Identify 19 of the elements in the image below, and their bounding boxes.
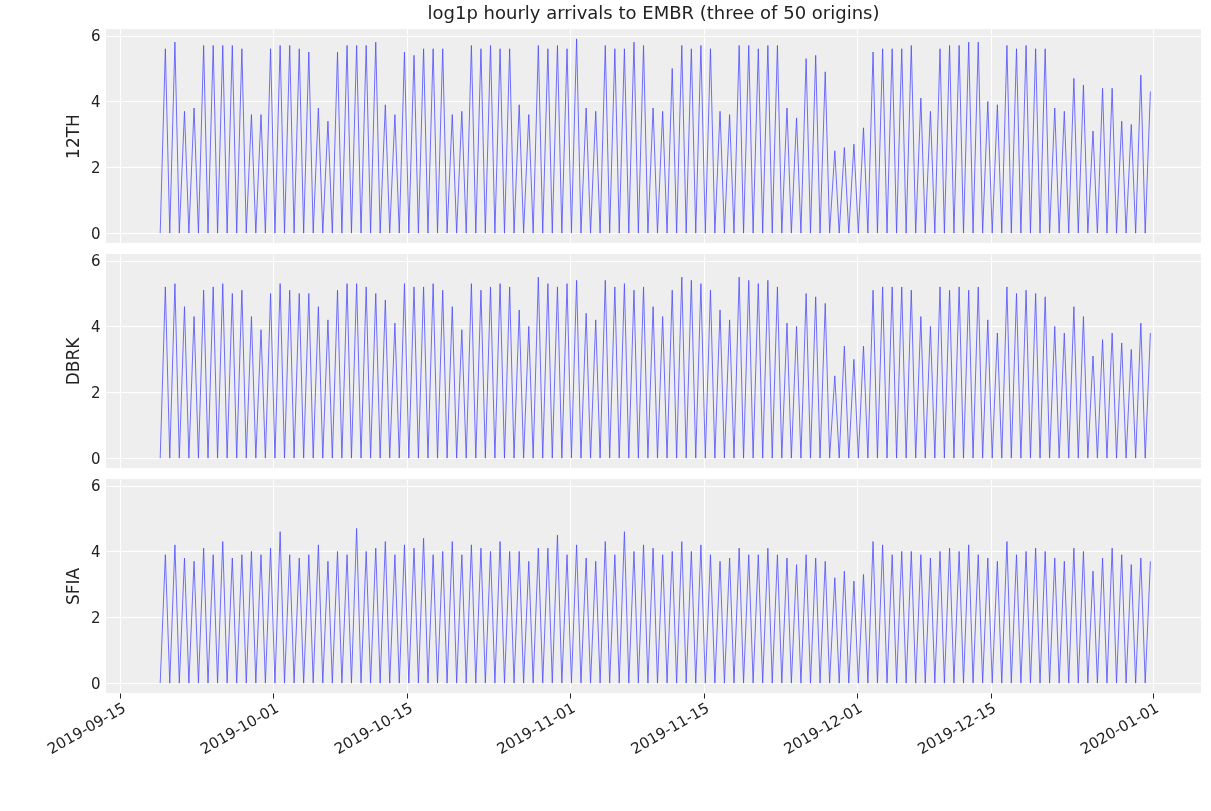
y-tick-label: 0 <box>90 224 101 243</box>
line-series <box>159 38 1151 234</box>
y-tick-label: 6 <box>90 252 101 271</box>
y-tick-label: 2 <box>90 158 101 177</box>
y-tick-label: 0 <box>90 674 101 693</box>
y-tick-label: 4 <box>90 92 101 111</box>
y-tick-label: 6 <box>90 27 101 46</box>
y-tick-label: 2 <box>90 608 101 627</box>
y-axis-title: DBRK <box>62 336 83 386</box>
y-tick-label: 0 <box>90 449 101 468</box>
y-tick-label: 4 <box>90 542 101 561</box>
y-tick-label: 4 <box>90 317 101 336</box>
y-axis-title: 12TH <box>62 114 83 159</box>
y-tick-label: 6 <box>90 477 101 496</box>
chart-title: log1p hourly arrivals to EMBR (three of 50 origins) <box>427 1 880 23</box>
line-series <box>159 527 1151 684</box>
line-series <box>159 276 1151 459</box>
y-tick-label: 2 <box>90 383 101 402</box>
y-axis-title: SFIA <box>62 567 83 606</box>
